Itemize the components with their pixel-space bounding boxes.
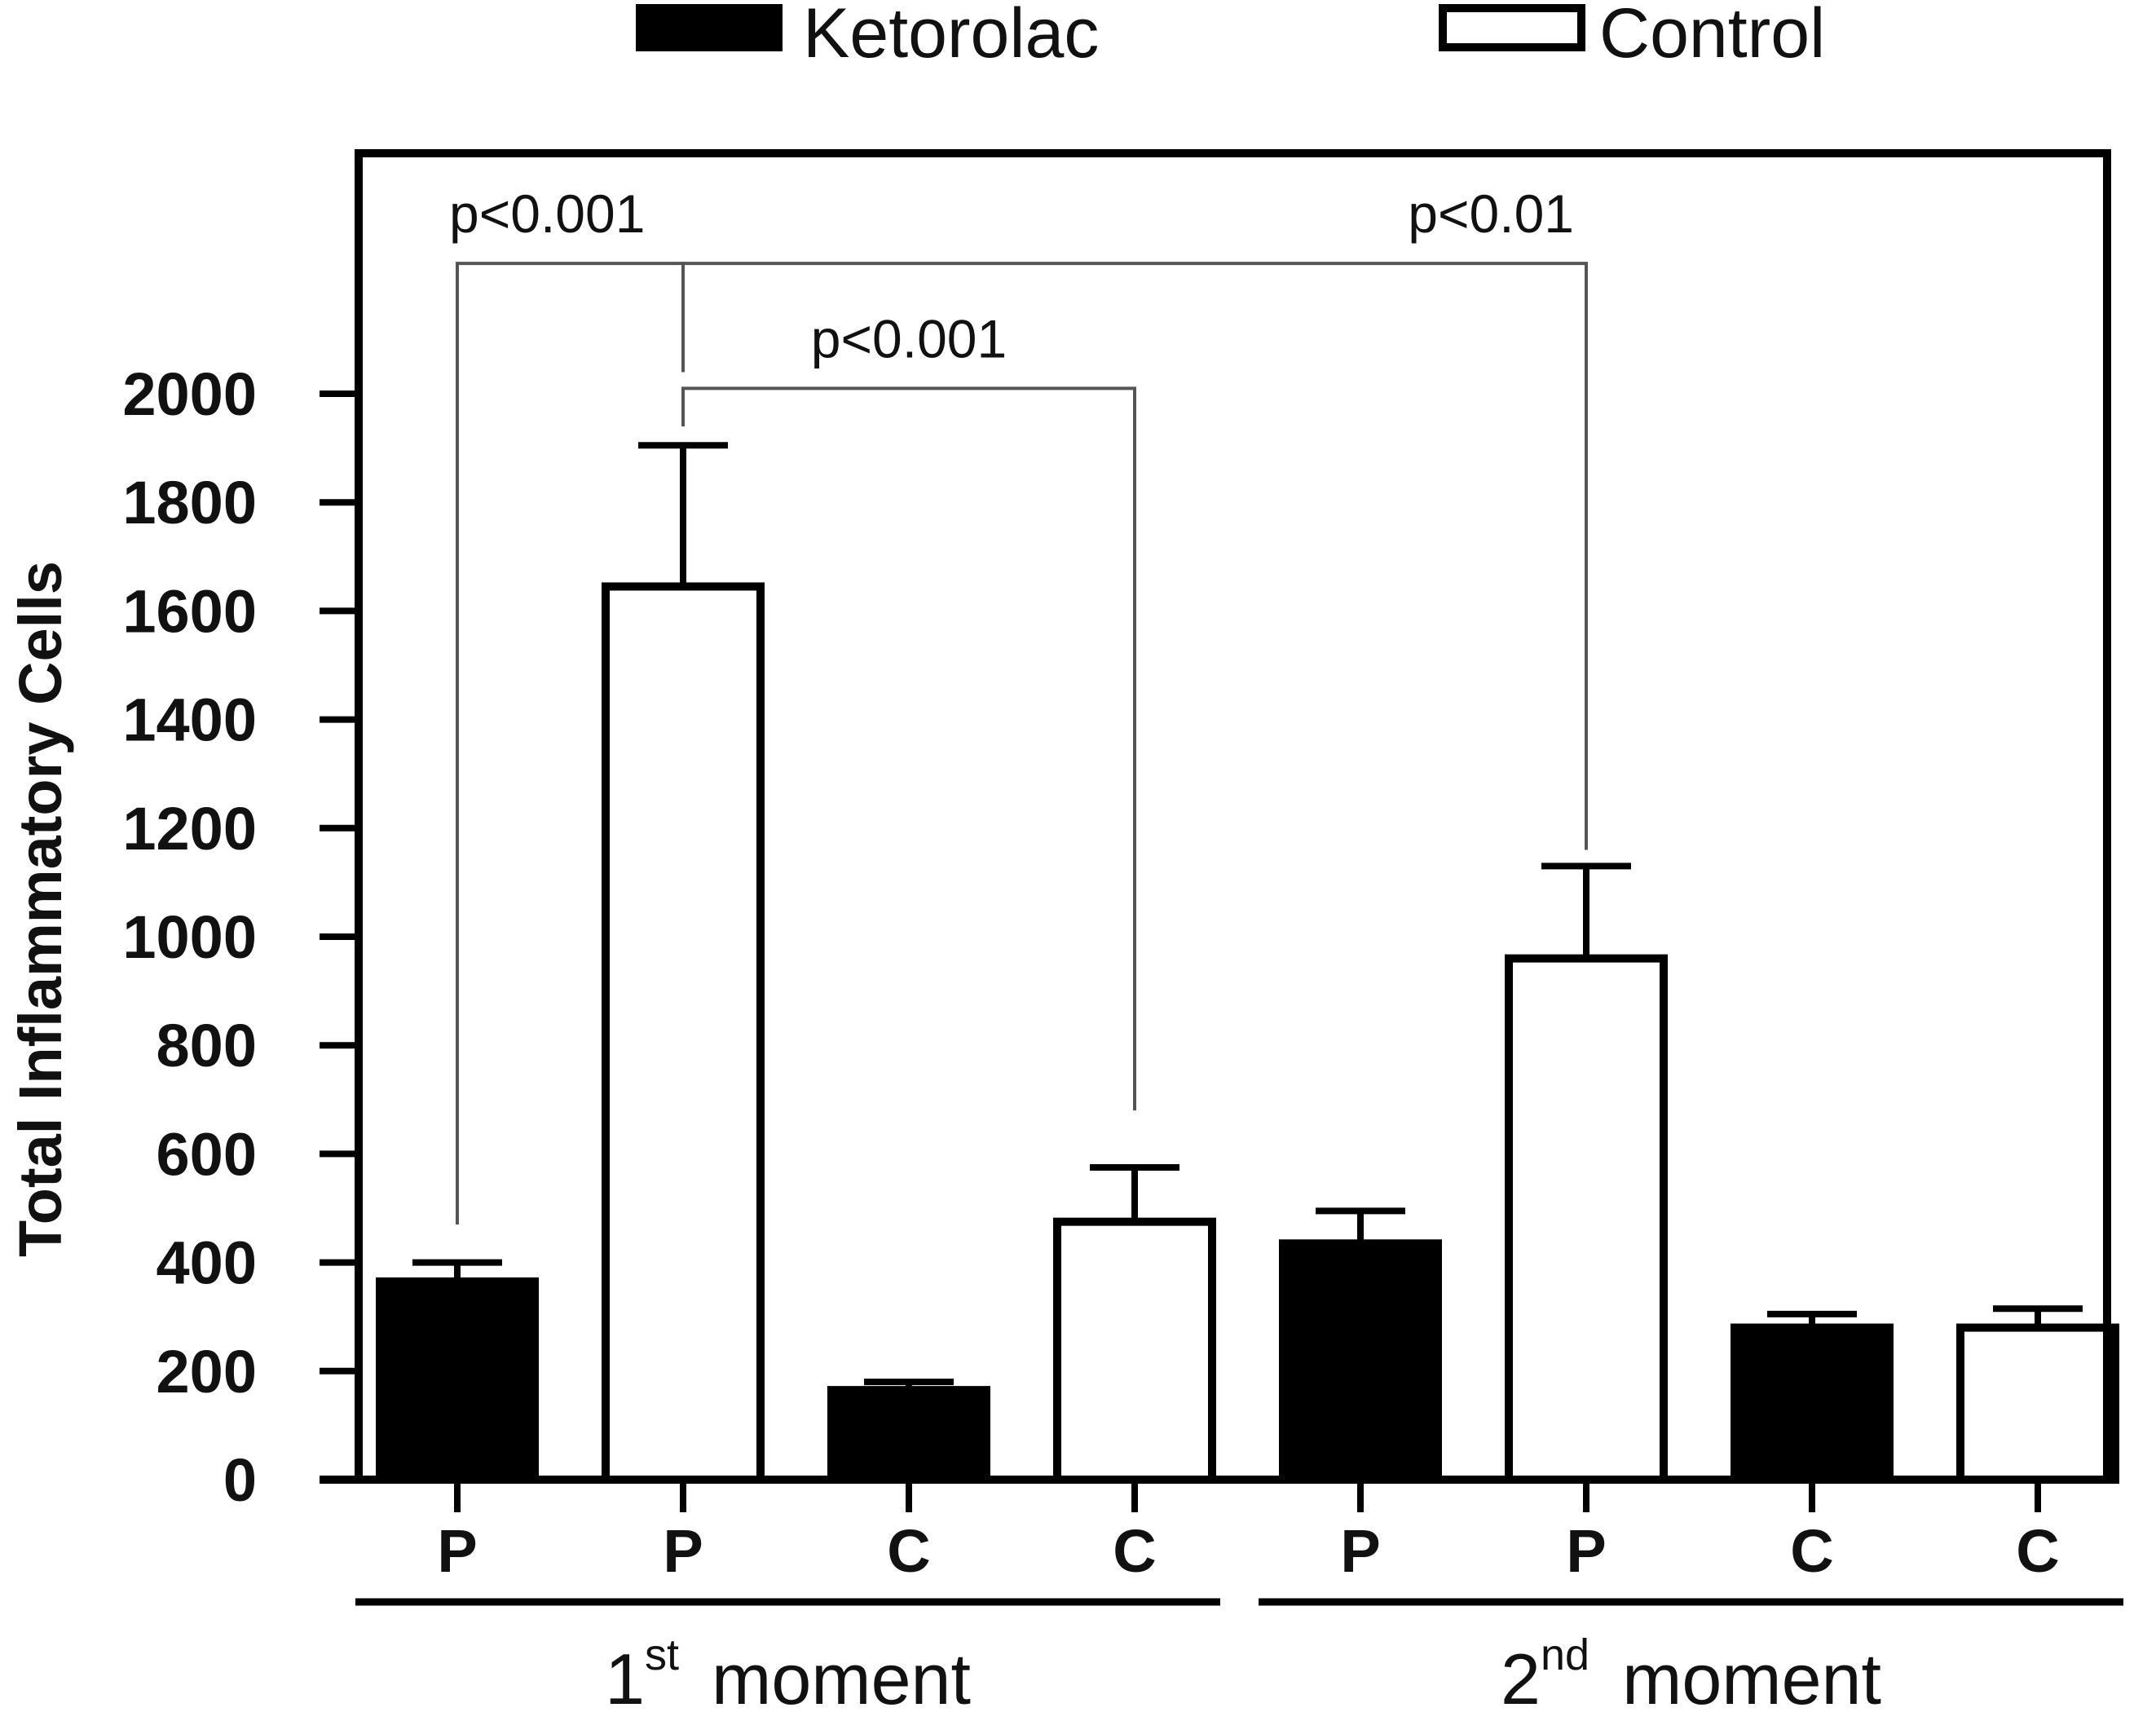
x-tick-label-1: P — [437, 1517, 477, 1585]
group-labels: 1st moment 2nd moment — [355, 1598, 2123, 1712]
x-tick-label-8: C — [2016, 1517, 2059, 1585]
error-bars — [412, 442, 2083, 1391]
legend: Ketorolac Control — [636, 0, 1825, 73]
y-tick-label-1800: 1800 — [122, 469, 257, 536]
bar-6-control-p — [1505, 954, 1668, 1484]
y-tick-label-1400: 1400 — [122, 686, 257, 754]
y-axis-label: Total Inflammatory Cells — [7, 561, 74, 1257]
y-axis-label-group: Total Inflammatory Cells — [7, 561, 74, 1257]
y-tick-label-200: 200 — [157, 1338, 257, 1405]
error-bar-6 — [1541, 863, 1631, 959]
legend-label-ketorolac: Ketorolac — [803, 0, 1099, 73]
bar-7-ketorolac-c — [1731, 1323, 1894, 1485]
x-tick-label-4: C — [1113, 1517, 1156, 1585]
plot-border — [355, 149, 2111, 1480]
y-tick-label-2000: 2000 — [122, 360, 257, 428]
y-tick-label-1600: 1600 — [122, 577, 257, 645]
group-label-ordinal-2: nd — [1541, 1630, 1589, 1679]
bar-3-ketorolac-c — [827, 1386, 990, 1484]
y-tick-label-0: 0 — [223, 1446, 257, 1514]
group-label-number-2: 2 — [1501, 1639, 1541, 1712]
y-tick-label-600: 600 — [157, 1120, 257, 1188]
bar-8-control-c — [1956, 1323, 2119, 1485]
group-label-2: 2nd moment — [1501, 1630, 1881, 1712]
legend-label-control: Control — [1599, 0, 1825, 73]
y-tick-label-1000: 1000 — [122, 903, 257, 971]
error-bar-1 — [412, 1259, 502, 1282]
error-bar-5 — [1316, 1207, 1405, 1244]
group-label-1: 1st moment — [605, 1630, 971, 1712]
x-tick-label-7: C — [1790, 1517, 1833, 1585]
significance-bracket-2: p<0.01 — [681, 183, 1588, 850]
significance-annotations: p<0.001 p<0.01 p<0.001 — [449, 183, 1588, 1224]
bar-4-control-c — [1053, 1217, 1216, 1485]
y-tick-label-400: 400 — [157, 1229, 257, 1297]
significance-bracket-line-3 — [681, 386, 1136, 1111]
x-tick-label-6: P — [1566, 1517, 1606, 1585]
legend-swatch-control — [1439, 4, 1585, 51]
group-label-number-1: 1 — [605, 1639, 645, 1712]
error-bar-4 — [1090, 1164, 1179, 1222]
bar-1-ketorolac-p — [376, 1277, 539, 1485]
significance-bracket-3: p<0.001 — [681, 308, 1136, 1111]
legend-item-ketorolac: Ketorolac — [636, 0, 1099, 73]
y-tick-label-1200: 1200 — [122, 795, 257, 863]
group-label-ordinal-1: st — [645, 1630, 679, 1679]
bars — [376, 582, 2119, 1485]
significance-bracket-1: p<0.001 — [449, 183, 685, 1224]
legend-swatch-ketorolac — [636, 4, 783, 51]
p-value-label-2: p<0.01 — [1408, 183, 1574, 244]
group-label-word-1: moment — [712, 1639, 971, 1712]
x-tick-label-5: P — [1340, 1517, 1380, 1585]
p-value-label-1: p<0.001 — [449, 183, 645, 244]
error-bar-3 — [864, 1379, 954, 1391]
x-tick-label-3: C — [887, 1517, 930, 1585]
legend-item-control: Control — [1439, 0, 1825, 73]
error-bar-8 — [1993, 1305, 2083, 1328]
plot-frame — [355, 149, 2111, 1480]
x-tick-label-2: P — [663, 1517, 703, 1585]
bar-5-ketorolac-p — [1279, 1239, 1442, 1485]
significance-bracket-line-2 — [681, 262, 1588, 850]
y-tick-label-800: 800 — [157, 1012, 257, 1079]
p-value-label-3: p<0.001 — [811, 308, 1007, 368]
error-bar-7 — [1767, 1310, 1857, 1328]
y-axis: 0 200 400 600 800 1000 1200 1400 1600 1800 2000 — [122, 360, 359, 1514]
group-label-word-2: moment — [1622, 1639, 1881, 1712]
error-bar-2 — [638, 442, 728, 587]
bar-2-control-p — [602, 582, 765, 1484]
